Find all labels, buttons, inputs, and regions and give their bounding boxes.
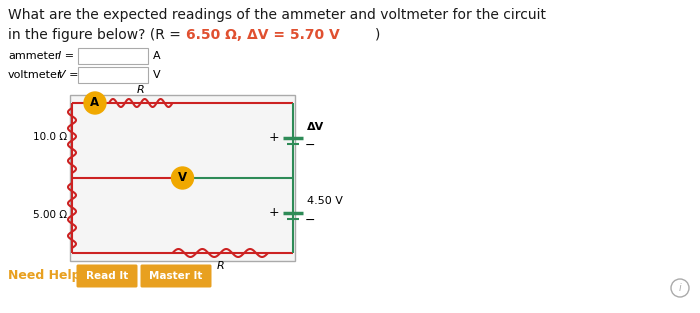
Text: I =: I = — [58, 51, 74, 61]
Text: R: R — [137, 85, 145, 95]
Circle shape — [172, 167, 193, 189]
Text: Need Help?: Need Help? — [8, 269, 88, 281]
Text: R: R — [216, 261, 224, 271]
Text: 6.50 Ω, ΔV = 5.70 V: 6.50 Ω, ΔV = 5.70 V — [186, 28, 340, 42]
Text: i: i — [678, 283, 681, 293]
Text: voltmeter: voltmeter — [8, 70, 62, 80]
Text: −: − — [305, 139, 316, 152]
Text: Master It: Master It — [149, 271, 203, 281]
FancyBboxPatch shape — [78, 67, 148, 83]
Text: V =: V = — [58, 70, 78, 80]
Text: +: + — [268, 206, 279, 219]
FancyBboxPatch shape — [70, 95, 295, 261]
Text: V: V — [153, 70, 160, 80]
Text: 10.0 Ω: 10.0 Ω — [33, 132, 67, 142]
Text: A: A — [90, 96, 99, 109]
Text: ΔV: ΔV — [307, 121, 324, 131]
Text: 4.50 V: 4.50 V — [307, 197, 343, 207]
Text: in the figure below? (R =: in the figure below? (R = — [8, 28, 186, 42]
Text: 5.00 Ω: 5.00 Ω — [33, 211, 67, 220]
Text: +: + — [268, 131, 279, 144]
Text: ammeter: ammeter — [8, 51, 60, 61]
Text: What are the expected readings of the ammeter and voltmeter for the circuit: What are the expected readings of the am… — [8, 8, 546, 22]
FancyBboxPatch shape — [78, 48, 148, 64]
Text: Read It: Read It — [86, 271, 128, 281]
Text: −: − — [305, 214, 316, 227]
FancyBboxPatch shape — [141, 264, 211, 288]
FancyBboxPatch shape — [76, 264, 137, 288]
Circle shape — [84, 92, 106, 114]
Text: V: V — [178, 171, 187, 184]
Text: ): ) — [375, 28, 380, 42]
Text: A: A — [153, 51, 160, 61]
